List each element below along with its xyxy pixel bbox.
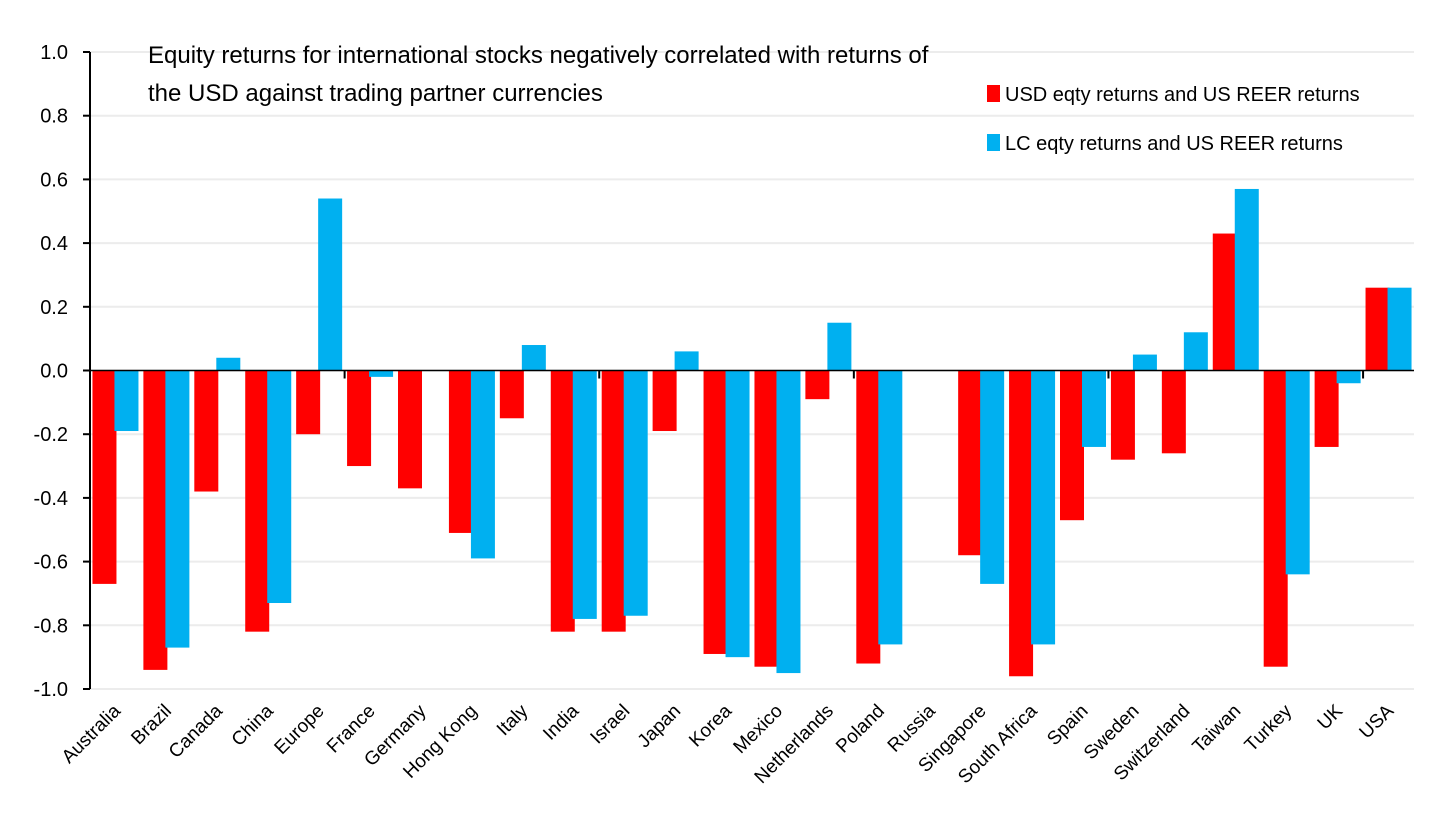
x-tick-label: Canada <box>165 700 227 762</box>
bar-lc-netherlands <box>827 322 852 371</box>
bar-usd-france <box>347 370 372 467</box>
legend-swatch-usd <box>987 85 1000 102</box>
bar-usd-korea <box>703 370 728 654</box>
x-tick-label: Australia <box>58 700 125 767</box>
x-tick-label: Europe <box>271 701 329 759</box>
y-tick-label: 0.4 <box>40 233 68 255</box>
bar-usd-china <box>245 370 270 632</box>
x-tick-label: UK <box>1314 700 1348 734</box>
bar-lc-europe <box>318 198 343 371</box>
bar-lc-israel <box>623 370 648 616</box>
bar-lc-taiwan <box>1234 188 1259 371</box>
bar-lc-brazil <box>165 370 190 648</box>
bar-lc-poland <box>878 370 903 645</box>
y-tick-label: 0.0 <box>40 361 68 383</box>
bar-lc-spain <box>1082 370 1106 447</box>
legend-label-usd: USD eqty returns and US REER returns <box>1005 84 1360 106</box>
bar-lc-mexico <box>776 370 801 674</box>
y-axis-ticks: 1.0 0.8 0.6 0.4 0.2 0.0 -0.2 -0.4 -0.6 -0.8 -1.0 <box>34 42 90 701</box>
bar-usd-mexico <box>754 370 779 667</box>
y-tick-label: -0.8 <box>34 615 68 637</box>
bar-lc-turkey <box>1285 370 1310 575</box>
bar-usd-hong-kong <box>448 370 473 533</box>
bar-usd-italy <box>499 370 524 419</box>
bar-usd-usa <box>1365 287 1390 371</box>
bar-usd-south-africa <box>1009 370 1034 677</box>
bar-lc-uk <box>1336 370 1361 384</box>
chart-title-line-2: the USD against trading partner currenci… <box>148 80 603 107</box>
x-tick-label: Poland <box>832 701 889 758</box>
bar-lc-japan <box>674 351 699 371</box>
x-tick-label: Spain <box>1043 701 1092 750</box>
bar-usd-spain <box>1060 370 1084 521</box>
x-tick-label: Taiwan <box>1189 701 1246 758</box>
x-tick-label: Italy <box>493 700 533 740</box>
x-tick-label: Brazil <box>127 701 175 749</box>
bar-lc-hong-kong <box>470 370 495 559</box>
bar-lc-france <box>369 370 394 377</box>
bar-lc-korea <box>725 370 750 658</box>
bar-usd-germany <box>398 370 422 489</box>
bar-usd-brazil <box>143 370 168 670</box>
bar-usd-switzerland <box>1161 370 1186 454</box>
bars <box>92 188 1412 677</box>
y-tick-label: -0.2 <box>34 424 68 446</box>
legend-swatch-lc <box>987 134 1000 151</box>
y-tick-label: 0.2 <box>40 297 68 319</box>
bar-lc-south-africa <box>1031 370 1056 645</box>
bar-lc-india <box>572 370 597 619</box>
bar-lc-switzerland <box>1183 332 1208 371</box>
bar-lc-italy <box>521 345 546 371</box>
y-tick-label: 1.0 <box>40 42 68 64</box>
bar-lc-canada <box>216 357 241 371</box>
bar-lc-china <box>267 370 292 604</box>
bar-usd-poland <box>856 370 881 664</box>
y-tick-label: 0.8 <box>40 106 68 128</box>
bar-usd-japan <box>652 370 677 432</box>
bar-usd-canada <box>194 370 219 492</box>
bar-lc-australia <box>114 370 139 432</box>
bar-usd-uk <box>1314 370 1339 447</box>
x-tick-label: USA <box>1356 700 1399 743</box>
x-tick-label: India <box>539 700 583 744</box>
bar-lc-singapore <box>980 370 1005 584</box>
bar-usd-netherlands <box>805 370 830 400</box>
bar-usd-europe <box>296 370 321 435</box>
bar-usd-singapore <box>958 370 983 556</box>
y-tick-label: 0.6 <box>40 169 68 191</box>
bar-usd-taiwan <box>1212 233 1237 371</box>
bar-lc-sweden <box>1132 354 1157 371</box>
legend: USD eqty returns and US REER returns LC … <box>987 84 1360 155</box>
x-tick-label: Turkey <box>1241 700 1297 756</box>
y-tick-label: -1.0 <box>34 679 68 701</box>
axes <box>89 52 1414 689</box>
bar-usd-sweden <box>1110 370 1135 460</box>
bar-usd-india <box>550 370 575 632</box>
bar-lc-usa <box>1387 287 1412 371</box>
x-tick-label: Japan <box>634 701 685 752</box>
chart-title-line-1: Equity returns for international stocks … <box>148 42 929 69</box>
bar-usd-israel <box>601 370 626 632</box>
y-tick-label: -0.6 <box>34 552 68 574</box>
legend-label-lc: LC eqty returns and US REER returns <box>1005 133 1343 155</box>
x-tick-label: Israel <box>587 701 635 749</box>
bar-usd-australia <box>92 370 117 584</box>
bar-usd-turkey <box>1263 370 1288 667</box>
y-tick-label: -0.4 <box>34 488 68 510</box>
